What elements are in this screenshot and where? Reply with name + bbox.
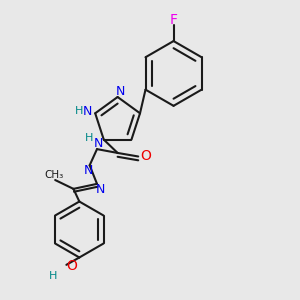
- Text: F: F: [169, 13, 178, 27]
- Text: O: O: [66, 259, 77, 273]
- Text: H: H: [85, 133, 93, 143]
- Text: N: N: [83, 164, 93, 177]
- Text: O: O: [140, 149, 151, 163]
- Text: CH₃: CH₃: [44, 170, 63, 180]
- Text: N: N: [96, 183, 105, 196]
- Text: N: N: [82, 105, 92, 118]
- Text: H: H: [75, 106, 83, 116]
- Text: N: N: [115, 85, 125, 98]
- Text: N: N: [94, 137, 103, 150]
- Text: H: H: [49, 271, 57, 281]
